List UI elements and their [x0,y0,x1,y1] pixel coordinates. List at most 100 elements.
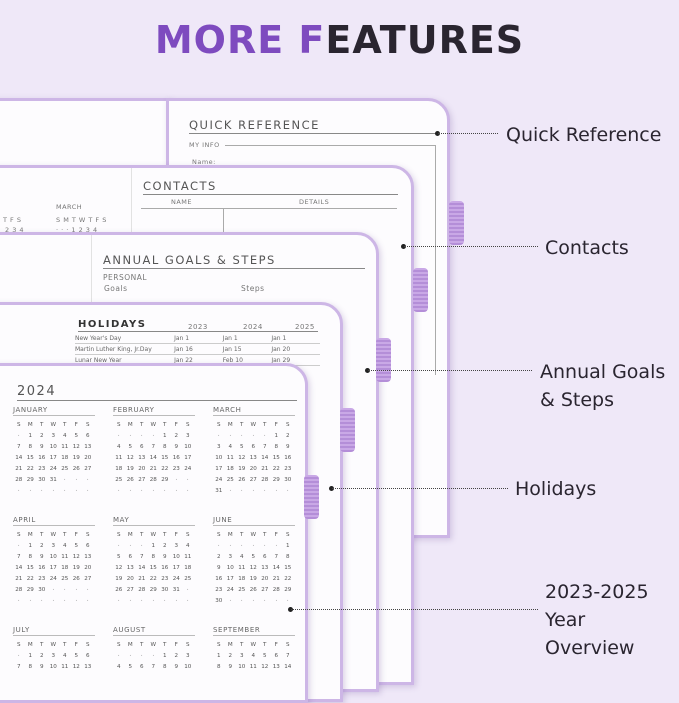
callout-leader [404,246,538,247]
day: · [117,432,120,439]
day: 25 [238,586,246,593]
behind-month: MARCH [56,203,83,211]
day: 5 [116,553,121,560]
weekday: T [263,531,267,538]
day: 6 [274,652,279,659]
day: · [252,432,255,439]
day: · [129,432,132,439]
behind-weekdays: T F S [3,216,22,224]
weekday: T [163,421,167,428]
day: 24 [226,586,234,593]
contacts-title: CONTACTS [143,179,398,195]
day: 11 [238,564,246,571]
day: 7 [139,553,144,560]
weekday: S [216,421,221,428]
weekday: T [163,531,167,538]
day: 8 [162,443,167,450]
day: 29 [149,586,157,593]
day: 26 [249,586,257,593]
elastic-tab [340,408,355,452]
weekday: S [185,641,190,648]
week-row: · · · · 1 2 3 [113,430,195,441]
week-row: 10 11 12 13 14 15 16 [213,452,295,463]
day: 23 [161,575,169,582]
day: 23 [38,575,46,582]
day: 12 [261,663,269,670]
day: · [252,487,255,494]
weekday: S [285,641,290,648]
day: 20 [261,575,269,582]
day: 3 [239,652,244,659]
day: 22 [26,575,34,582]
weekday: F [274,421,278,428]
day: 28 [15,586,23,593]
day: 12 [126,454,134,461]
day: 29 [284,586,292,593]
day: 12 [72,663,80,670]
day: 15 [26,454,34,461]
day: 23 [215,586,223,593]
weekday: M [227,641,233,648]
callout-line: & Steps [540,389,615,411]
day: · [52,586,55,593]
month-name: JUNE [213,516,295,526]
weekday: M [127,531,133,538]
day: 17 [215,465,223,472]
day: · [186,476,189,483]
day: 30 [38,586,46,593]
day: 16 [38,564,46,571]
month-name: MARCH [213,406,295,416]
day: 24 [184,465,192,472]
weekday: W [250,641,257,648]
day: 29 [26,586,34,593]
weekday: S [116,531,121,538]
day: 10 [184,663,192,670]
week-row: 30 · · · · · · [213,595,295,606]
weekday: S [285,531,290,538]
week-row: 17 18 19 20 21 22 23 [213,463,295,474]
week-row: 24 25 26 27 28 29 30 [213,474,295,485]
week-row: · · · · · · · [13,595,95,606]
day: 25 [184,575,192,582]
callout-dot [435,131,440,136]
weekday: W [50,531,57,538]
day: · [129,542,132,549]
day: 12 [115,564,123,571]
weekday: S [285,421,290,428]
day: 1 [162,652,167,659]
week-row: 16 17 18 19 20 21 22 [213,573,295,584]
day: 7 [16,663,21,670]
day: 1 [28,542,33,549]
week-row: 19 20 21 22 23 24 25 [113,573,195,584]
week-row: 7 8 9 10 11 12 13 [13,661,95,672]
week-row: · · · · · · · [113,595,195,606]
day: 8 [216,663,221,670]
day: 11 [115,454,123,461]
day: 14 [261,454,269,461]
day: · [229,432,232,439]
day: 30 [284,476,292,483]
day: 4 [251,652,256,659]
week-row: · · · · 1 2 3 [113,650,195,661]
goals-label: Goals [104,284,128,293]
day: 7 [151,443,156,450]
day: · [252,542,255,549]
callout-dot [365,368,370,373]
day: · [286,487,289,494]
day: 24 [49,465,57,472]
day: 20 [126,575,134,582]
day: · [140,542,143,549]
day: 10 [49,443,57,450]
day: 25 [115,476,123,483]
day: 1 [274,432,279,439]
week-row: 11 12 13 14 15 16 17 [113,452,195,463]
week-row: 21 22 23 24 25 26 27 [13,463,95,474]
day: · [75,586,78,593]
holiday-cell: New Year's Day [75,334,122,342]
day: · [152,432,155,439]
day: 22 [26,465,34,472]
week-row: 28 29 30 · · · · [13,584,95,595]
weekday: S [185,531,190,538]
